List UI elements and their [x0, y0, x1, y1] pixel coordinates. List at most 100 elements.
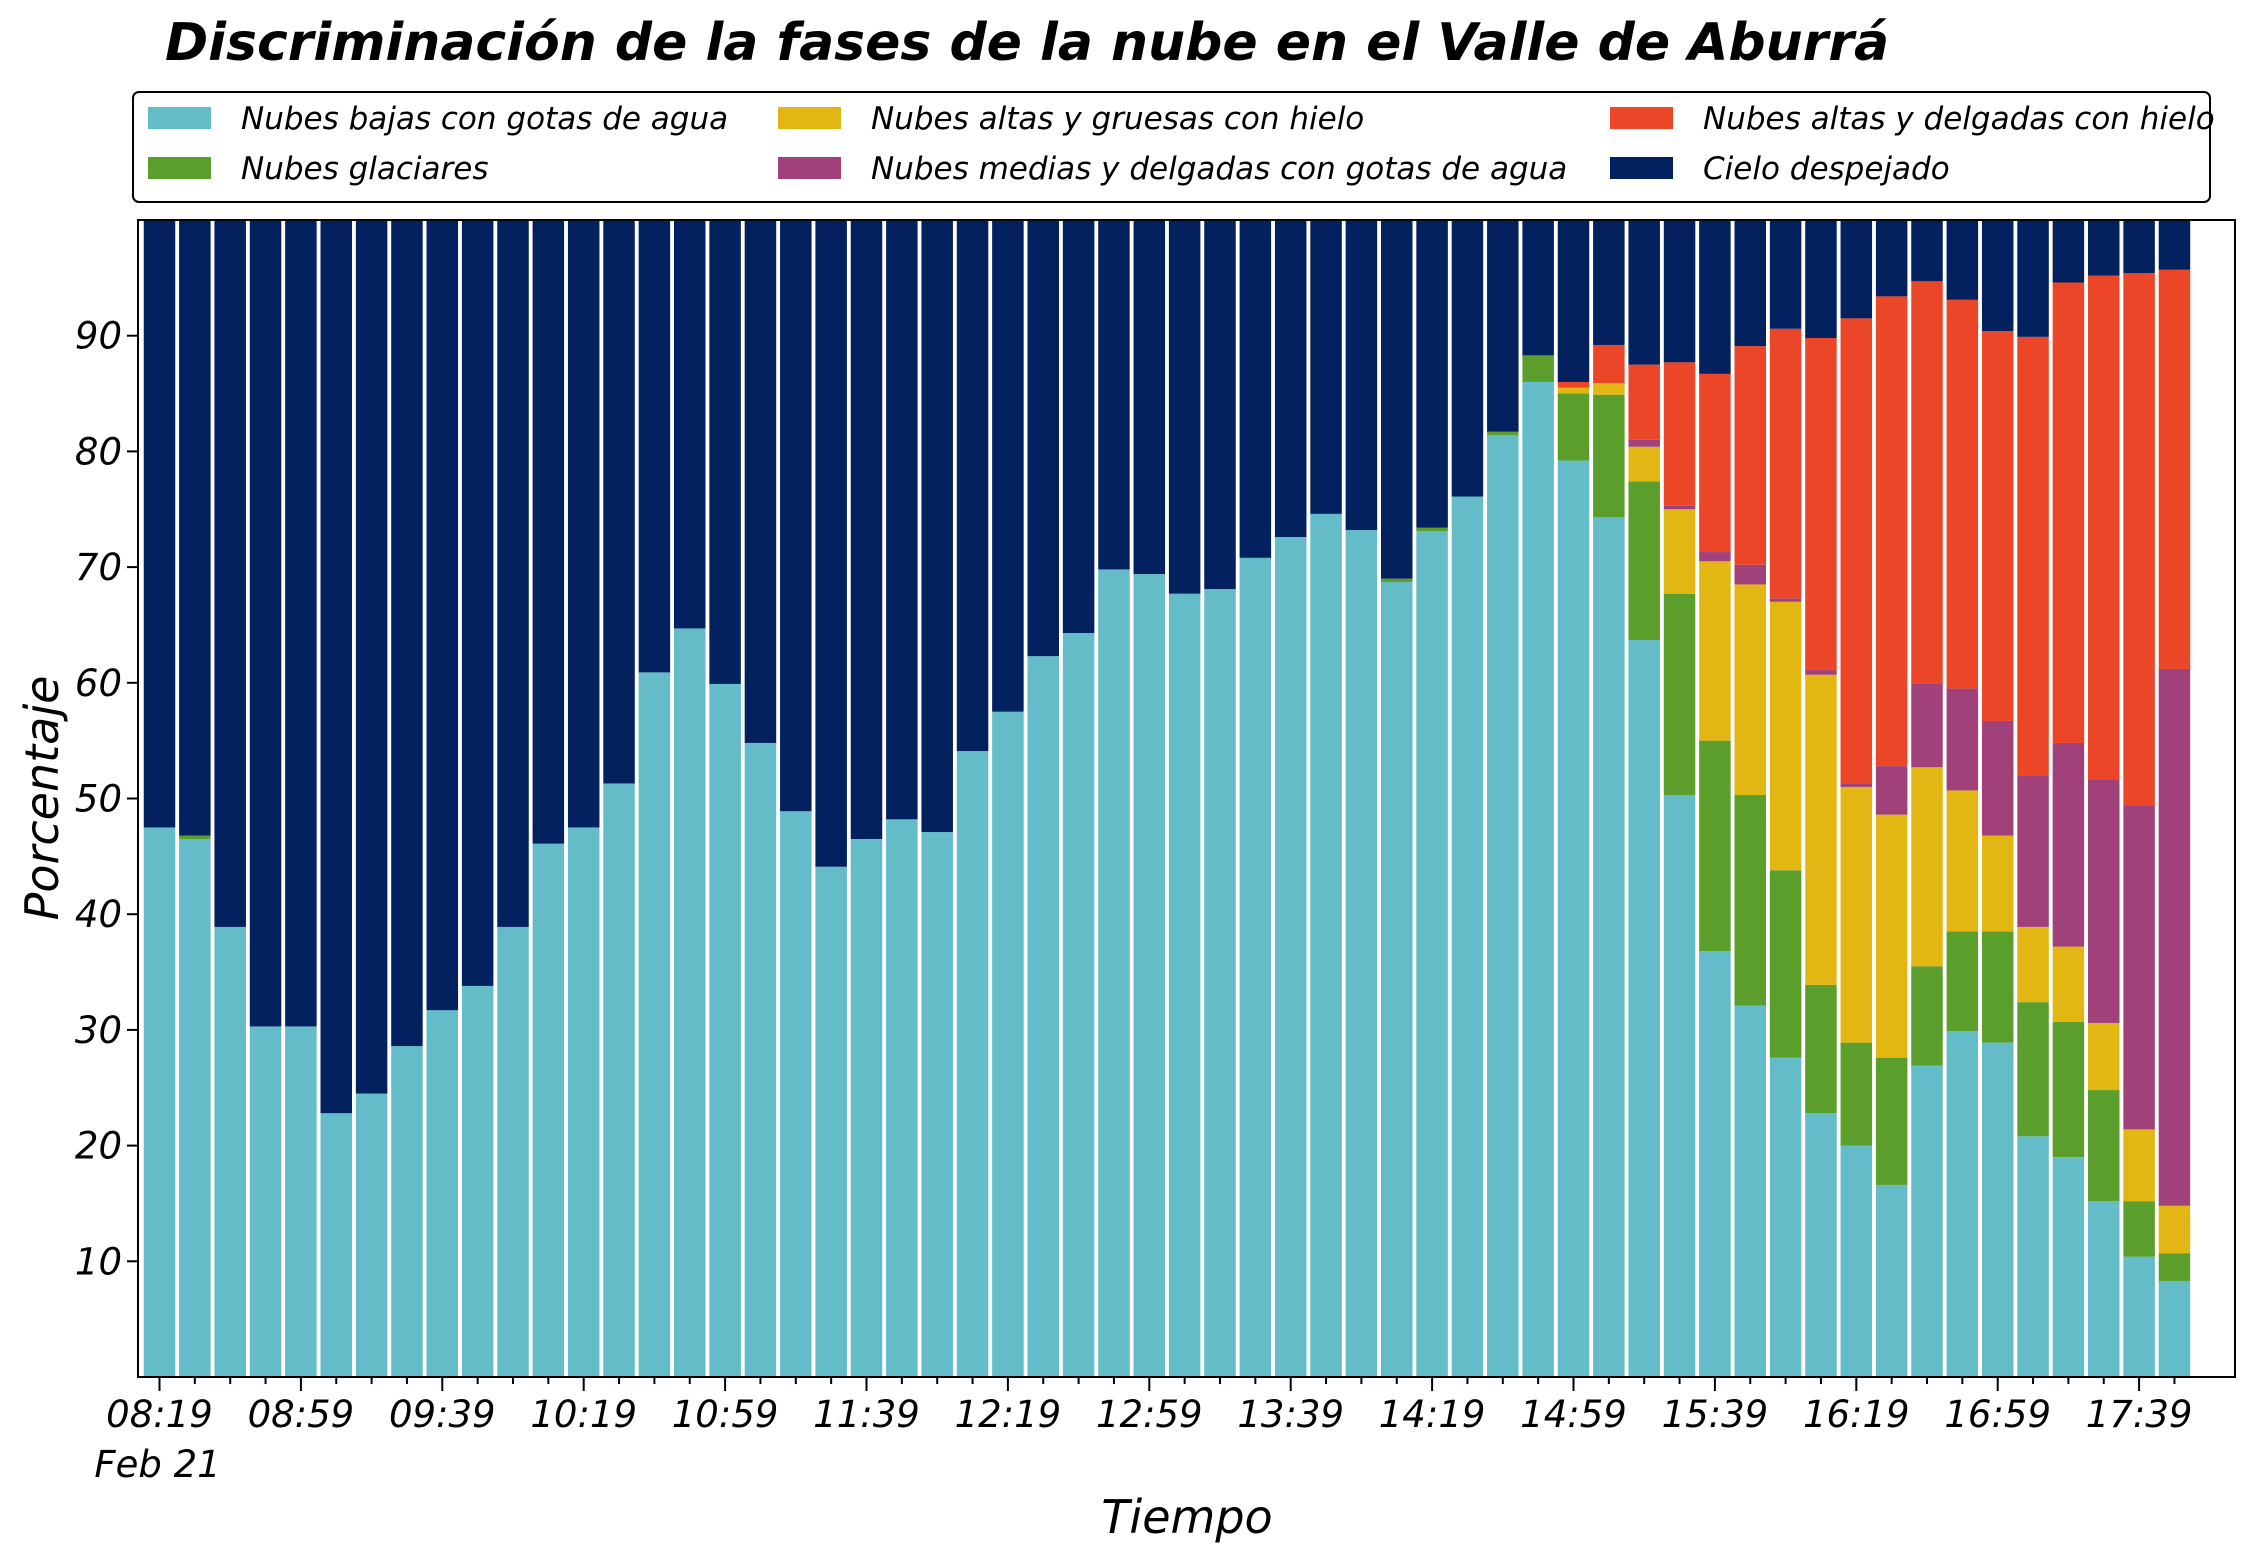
legend-label-1: Nubes glaciares [241, 151, 489, 187]
bar-segment-0-24 [992, 711, 1024, 1377]
legend-swatch-3 [778, 157, 841, 179]
bar-segment-1-50 [1911, 966, 1943, 1066]
y-axis: 10 20 30 40 50 60 70 80 90 [75, 315, 138, 1283]
bar-segment-0-51 [1946, 1031, 1979, 1377]
bar-segment-0-49 [1875, 1184, 1908, 1377]
bar-segment-2-51 [1946, 790, 1979, 932]
bar-segment-1-49 [1875, 1057, 1908, 1185]
bar-segment-4-54 [2052, 282, 2085, 743]
bar-segment-0-55 [2088, 1201, 2120, 1377]
bar-segment-3-56 [2123, 805, 2155, 1130]
y-tick-label-0: 10 [75, 1240, 122, 1283]
legend-frame [132, 91, 2211, 203]
bar-segment-1-40 [1557, 393, 1590, 461]
bar-segment-1-43 [1663, 593, 1696, 796]
legend-label-3: Nubes medias y delgadas con gotas de agu… [871, 151, 1567, 187]
bar-segment-0-52 [1981, 1042, 2014, 1377]
bar-segment-4-50 [1911, 281, 1943, 684]
bar-segment-1-52 [1981, 931, 2014, 1043]
bar-segment-4-47 [1805, 338, 1837, 671]
bar-segment-0-46 [1769, 1057, 1802, 1377]
bar-segment-5-5 [320, 220, 352, 1114]
bar-segment-4-53 [2017, 336, 2049, 776]
bar-segment-5-27 [1098, 220, 1130, 570]
bar-segment-5-25 [1027, 220, 1059, 657]
bar-segment-0-27 [1098, 569, 1130, 1377]
bar-segment-0-4 [285, 1026, 317, 1377]
x-tick-label-5: 11:39 [813, 1393, 920, 1436]
bar-segment-1-51 [1946, 931, 1979, 1032]
legend-swatch-1 [148, 157, 211, 179]
x-tick-label-3: 10:19 [530, 1393, 637, 1436]
bar-segment-4-41 [1593, 344, 1625, 384]
bar-segment-1-44 [1699, 740, 1731, 952]
bar-segment-3-48 [1840, 783, 1873, 787]
legend-label-2: Nubes altas y gruesas con hielo [871, 101, 1364, 137]
bar-segment-3-44 [1699, 552, 1731, 562]
x-tick-label-9: 14:19 [1379, 1393, 1486, 1436]
bar-segment-0-41 [1593, 517, 1625, 1377]
bar-segment-0-31 [1239, 557, 1272, 1377]
bar-segment-3-46 [1769, 598, 1802, 602]
bar-segment-1-41 [1593, 394, 1625, 518]
bar-segment-5-37 [1451, 220, 1484, 497]
x-tick-label-1: 08:59 [248, 1393, 355, 1436]
bar-segment-5-19 [815, 220, 847, 867]
bar-segment-0-57 [2158, 1280, 2191, 1377]
bar-segment-2-43 [1663, 509, 1696, 594]
bar-segment-5-9 [461, 220, 494, 986]
bar-segment-4-55 [2088, 275, 2120, 780]
bar-segment-2-54 [2052, 946, 2085, 1022]
bar-segment-1-54 [2052, 1021, 2085, 1158]
bar-segment-2-57 [2158, 1205, 2191, 1254]
bar-segment-0-22 [921, 832, 953, 1377]
bar-segment-1-55 [2088, 1090, 2120, 1202]
bar-segment-5-16 [709, 220, 741, 684]
bar-segment-0-2 [214, 926, 246, 1377]
bar-segment-0-28 [1133, 574, 1166, 1377]
bar-segment-0-42 [1628, 639, 1660, 1377]
bar-segment-1-47 [1805, 984, 1837, 1114]
bar-segment-5-48 [1840, 220, 1873, 319]
bar-segment-0-5 [320, 1113, 352, 1377]
bar-segment-3-53 [2017, 775, 2049, 927]
bar-segment-2-46 [1769, 601, 1802, 871]
bar-segment-3-51 [1946, 688, 1979, 791]
y-tick-label-3: 40 [75, 893, 122, 936]
y-tick-label-8: 90 [75, 315, 122, 358]
bar-segment-5-18 [780, 220, 812, 812]
bar-segment-0-16 [709, 683, 741, 1377]
y-tick-label-1: 20 [75, 1125, 122, 1168]
bar-segment-0-23 [956, 751, 989, 1377]
bar-segment-0-44 [1699, 951, 1731, 1377]
bar-segment-5-4 [285, 220, 317, 1027]
bar-segment-0-6 [355, 1093, 388, 1377]
bar-segment-3-55 [2088, 779, 2120, 1023]
bar-segment-5-30 [1204, 220, 1236, 590]
bar-segment-3-42 [1628, 439, 1660, 447]
bar-segment-3-54 [2052, 742, 2085, 947]
bar-segment-0-3 [249, 1026, 282, 1377]
bar-segment-5-49 [1875, 220, 1908, 297]
bar-segment-0-32 [1274, 537, 1307, 1377]
bar-segment-0-17 [744, 742, 777, 1377]
bar-segment-5-46 [1769, 220, 1802, 329]
y-tick-label-2: 30 [75, 1009, 122, 1052]
bar-segment-5-47 [1805, 220, 1837, 339]
bar-segment-5-39 [1522, 220, 1554, 356]
legend-swatch-0 [148, 107, 211, 129]
bar-segment-5-52 [1981, 220, 2014, 332]
chart-title: Discriminación de la fases de la nube en… [165, 13, 1889, 73]
x-tick-label-13: 16:59 [1944, 1393, 2051, 1436]
bar-segment-0-48 [1840, 1145, 1873, 1377]
bar-segment-3-49 [1875, 766, 1908, 815]
bar-segment-4-51 [1946, 299, 1979, 689]
bar-segment-2-50 [1911, 767, 1943, 967]
bar-segment-0-45 [1734, 1005, 1766, 1377]
legend-label-4: Nubes altas y delgadas con hielo [1703, 101, 2215, 137]
bar-segment-5-1 [179, 220, 211, 836]
bar-segment-0-7 [391, 1046, 423, 1377]
bar-segment-3-45 [1734, 564, 1766, 585]
bar-segment-5-22 [921, 220, 953, 833]
